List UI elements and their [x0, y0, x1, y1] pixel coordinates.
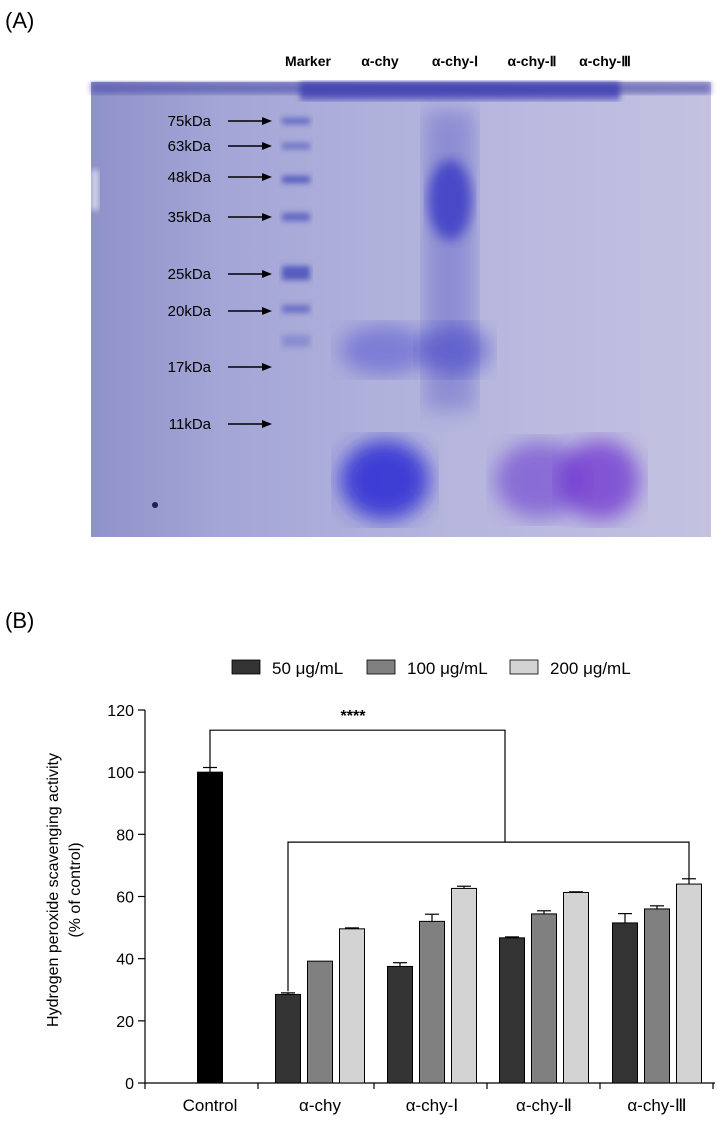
- bar-1-1: [307, 960, 333, 1084]
- bar-3-0: [499, 937, 525, 1084]
- legend-label: 200 μg/mL: [550, 659, 631, 678]
- bar-2-0: [387, 965, 413, 1084]
- chart-svg: 50 μg/mL 100 μg/mL 200 μg/mL 0 20 40 60 80 100 1…: [45, 659, 715, 1115]
- mw-label: 17kDa: [168, 359, 212, 376]
- bar-chart: 50 μg/mL 100 μg/mL 200 μg/mL 0 20 40 60 80 100 1…: [0, 600, 727, 1129]
- bar-2-1: [419, 920, 445, 1084]
- lane-label-a-chy-1: α-chy-Ⅰ: [432, 53, 478, 69]
- bar-3-2: [563, 891, 589, 1084]
- significance-bracket: ****: [209, 708, 690, 992]
- mw-arrow-head: [262, 363, 272, 371]
- sample-bands: [91, 110, 640, 520]
- bracket-lower: [287, 841, 690, 992]
- bar-1-2: [339, 928, 365, 1084]
- mw-arrow-head: [262, 270, 272, 278]
- mw-label: 25kDa: [168, 266, 212, 283]
- y-axis-label-unit: (% of control): [67, 842, 84, 937]
- legend-swatch: [231, 659, 261, 675]
- bracket-upper: [209, 729, 506, 843]
- mw-label: 11kDa: [169, 416, 212, 433]
- y-tick-label: 20: [116, 1014, 134, 1031]
- y-tick-label: 80: [116, 827, 134, 844]
- chart-legend: 50 μg/mL 100 μg/mL 200 μg/mL: [231, 659, 631, 678]
- y-axis-label: Hydrogen peroxide scavenging activity: [45, 753, 62, 1027]
- lane-label-marker: Marker: [285, 53, 331, 69]
- y-tick-label: 120: [107, 703, 134, 720]
- bar-1-0: [275, 993, 301, 1084]
- bar-4-1: [644, 908, 670, 1084]
- y-tick-label: 40: [116, 952, 134, 969]
- x-tick-label: α-chy-Ⅰ: [406, 1096, 459, 1115]
- x-tick-label: Control: [183, 1096, 238, 1115]
- bar-3-1: [531, 913, 557, 1084]
- gel-panel: Marker α-chy α-chy-Ⅰ α-chy-Ⅱ α-chy-Ⅲ 75k…: [0, 0, 727, 560]
- bars: [197, 766, 702, 1084]
- mw-label: 20kDa: [168, 303, 212, 320]
- mw-arrow-head: [262, 142, 272, 150]
- bar-control: [197, 771, 223, 1084]
- mw-label: 75kDa: [168, 113, 212, 130]
- significance-label: ****: [341, 708, 367, 725]
- x-tick-label: α-chy-Ⅲ: [627, 1096, 686, 1115]
- mw-arrow-head: [262, 173, 272, 181]
- mw-arrow-head: [262, 117, 272, 125]
- lane-label-a-chy-3: α-chy-Ⅲ: [579, 53, 631, 69]
- x-tick-label: α-chy: [299, 1096, 341, 1115]
- y-tick-label: 0: [125, 1076, 134, 1093]
- lane-label-a-chy-2: α-chy-Ⅱ: [508, 53, 557, 69]
- legend-swatch: [509, 659, 539, 675]
- legend-swatch: [366, 659, 396, 675]
- lane-label-a-chy: α-chy: [361, 53, 399, 69]
- panel-a-label: (A): [5, 8, 35, 33]
- mw-arrow-head: [262, 307, 272, 315]
- marker-lane-bands: [282, 118, 310, 347]
- mw-label: 48kDa: [168, 169, 212, 186]
- x-axis: Control α-chy α-chy-Ⅰ α-chy-Ⅱ α-chy-Ⅲ: [144, 1082, 715, 1115]
- mw-label: 63kDa: [168, 138, 212, 155]
- bar-4-2: [676, 883, 702, 1084]
- y-tick-label: 60: [116, 890, 134, 907]
- mw-markers: 75kDa 63kDa 48kDa 35kDa 25kDa 20kDa 17kDa 11kDa: [168, 113, 272, 433]
- y-axis: 0 20 40 60 80 100 120: [107, 703, 146, 1093]
- mw-label: 35kDa: [168, 209, 212, 226]
- legend-label: 50 μg/mL: [272, 659, 343, 678]
- legend-label: 100 μg/mL: [407, 659, 488, 678]
- x-tick-label: α-chy-Ⅱ: [516, 1096, 572, 1115]
- gel-figure: Marker α-chy α-chy-Ⅰ α-chy-Ⅱ α-chy-Ⅲ 75k…: [91, 53, 711, 537]
- bar-4-0: [612, 922, 638, 1084]
- mw-arrow-head: [262, 213, 272, 221]
- panel-b-label: (B): [5, 608, 35, 633]
- y-tick-label: 100: [107, 765, 134, 782]
- bar-2-2: [451, 887, 477, 1084]
- mw-arrow-head: [262, 420, 272, 428]
